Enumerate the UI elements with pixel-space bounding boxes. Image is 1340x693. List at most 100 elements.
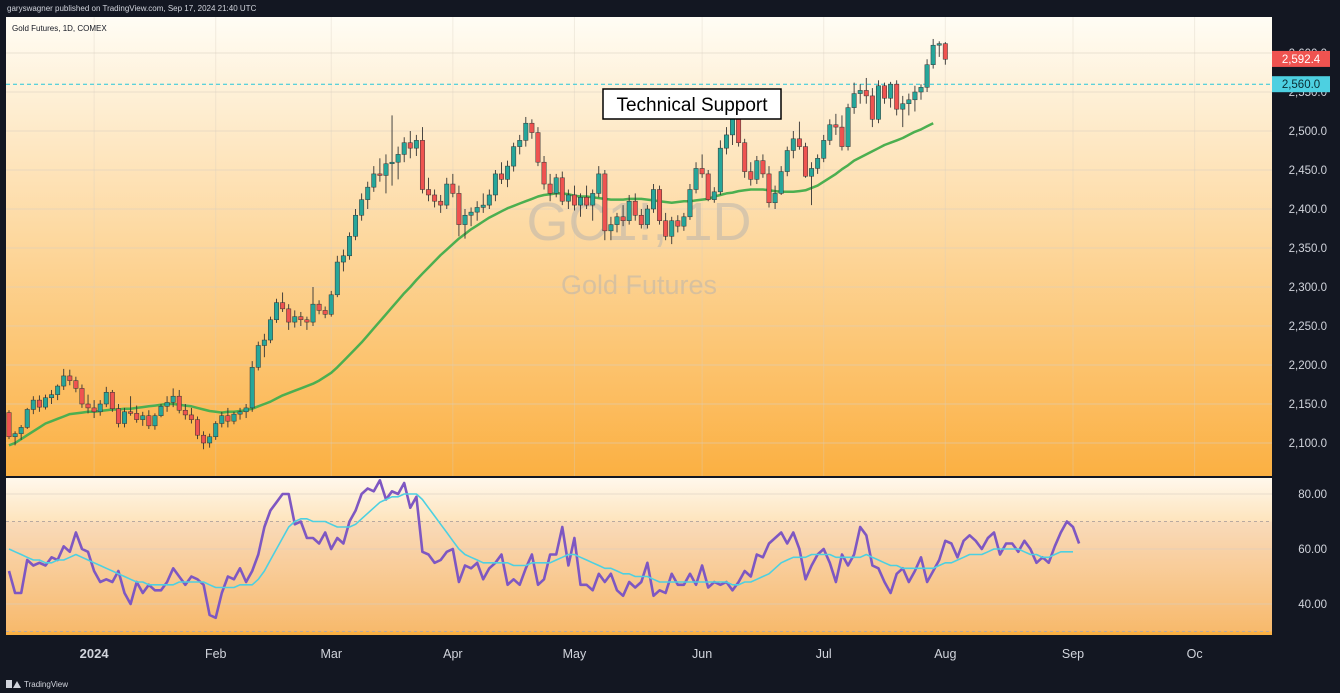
candle-body <box>255 345 261 368</box>
candle <box>298 311 304 326</box>
candle <box>6 410 12 440</box>
candle-body <box>772 193 778 204</box>
candle-body <box>334 261 340 296</box>
candle-body <box>365 186 371 200</box>
technical-support-callout[interactable]: Technical Support <box>602 88 782 120</box>
candle-body <box>821 140 827 159</box>
candle <box>292 310 298 328</box>
candle-body <box>888 83 894 99</box>
candle <box>432 189 438 208</box>
last-price-tag: 2,592.4 <box>1272 50 1330 67</box>
candle-body <box>900 103 906 110</box>
candle-body <box>620 216 626 221</box>
candle <box>827 119 833 146</box>
candle-body <box>146 415 152 427</box>
candle <box>894 80 900 116</box>
candle-body <box>438 200 444 206</box>
candle <box>377 158 383 182</box>
candle-body <box>395 154 401 163</box>
candle <box>578 193 583 217</box>
footer-brand[interactable]: TradingView <box>6 677 68 691</box>
rsi-grid <box>6 493 1272 632</box>
candle <box>407 131 413 159</box>
candle <box>456 185 462 237</box>
candle-body <box>170 395 176 403</box>
candle <box>322 306 328 319</box>
candle <box>669 216 675 245</box>
time-axis[interactable]: 2024 Feb Mar Apr May Jun Jul Aug Sep Oc <box>80 646 1203 661</box>
candle-body <box>67 375 73 381</box>
candle-body <box>316 303 322 311</box>
candle-body <box>383 163 389 176</box>
candle <box>18 425 24 440</box>
candle-body <box>505 165 511 180</box>
candle-body <box>122 411 127 424</box>
candle <box>565 189 571 209</box>
price-tick-label: 2,450.0 <box>1289 165 1327 177</box>
candle-body <box>182 409 188 416</box>
candle-body <box>693 168 699 190</box>
candle <box>158 404 164 418</box>
candle-body <box>517 140 523 147</box>
candle <box>705 170 711 202</box>
candle-body <box>669 220 675 237</box>
candle <box>30 396 36 415</box>
candle <box>426 177 431 202</box>
rsi-axis[interactable]: 40.00 60.00 80.00 <box>1298 489 1327 611</box>
candle-body <box>267 319 273 341</box>
candle-body <box>784 150 790 172</box>
candle-body <box>328 294 334 315</box>
candle-body <box>286 308 292 323</box>
candle-body <box>456 193 462 225</box>
candle-body <box>790 138 796 151</box>
candle <box>316 300 322 315</box>
time-tick-label: Sep <box>1062 647 1084 661</box>
candle-body <box>103 392 109 405</box>
candle-body <box>723 134 729 149</box>
candle-body <box>699 168 705 175</box>
candle-body <box>736 116 742 143</box>
candle <box>602 170 608 241</box>
candle <box>663 212 669 241</box>
price-tick-label: 2,350.0 <box>1289 243 1327 255</box>
candle-body <box>803 146 808 177</box>
candle-body <box>225 415 231 422</box>
candle-body <box>590 193 596 206</box>
candle <box>766 166 772 208</box>
candle-body <box>231 413 237 422</box>
candle-body <box>468 211 474 216</box>
candlestick-series <box>6 38 948 450</box>
last-price-tag-text: 2,592.4 <box>1282 54 1321 66</box>
candle-body <box>894 83 900 110</box>
candle-body <box>851 93 857 108</box>
rsi-panel[interactable] <box>6 478 1272 635</box>
candle-body <box>237 411 243 415</box>
candle <box>888 81 894 108</box>
candle <box>608 216 614 241</box>
candle <box>815 154 821 174</box>
candle <box>936 41 942 57</box>
candle-body <box>912 91 918 101</box>
candle <box>371 166 377 192</box>
candle-body <box>462 214 468 225</box>
candle <box>140 411 146 426</box>
candle <box>912 85 918 112</box>
price-panel[interactable]: GC1!, 1D Gold Futures Technical Support <box>6 17 1272 476</box>
candle <box>201 431 207 450</box>
candle <box>620 205 626 227</box>
price-tick-label: 2,250.0 <box>1289 321 1327 333</box>
candle <box>43 394 48 410</box>
candle <box>328 290 334 317</box>
candle-body <box>413 140 419 149</box>
watermark-name: Gold Futures <box>561 270 717 300</box>
candle <box>863 77 869 104</box>
candle-body <box>292 316 298 323</box>
candle <box>523 116 529 147</box>
price-tick-label: 2,200.0 <box>1289 360 1327 372</box>
candle <box>49 389 55 404</box>
time-tick-label: Jun <box>692 647 712 661</box>
candle <box>462 209 468 239</box>
candle <box>243 404 249 419</box>
candle <box>875 80 881 124</box>
price-axis[interactable]: 2,100.0 2,150.0 2,200.0 2,250.0 2,300.0 2,350… <box>1289 48 1327 450</box>
